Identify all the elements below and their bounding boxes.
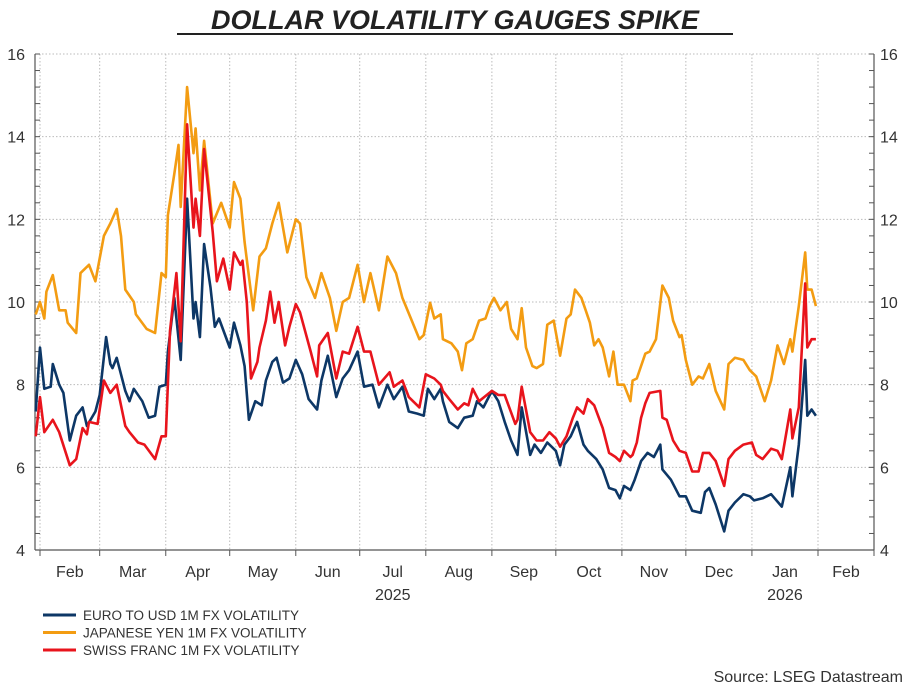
x-tick-label: Oct bbox=[576, 564, 601, 581]
series-line-1 bbox=[34, 85, 818, 411]
y-tick-label-left: 4 bbox=[16, 543, 25, 560]
y-tick-label-right: 16 bbox=[880, 47, 898, 64]
y-tick-label-right: 4 bbox=[880, 543, 889, 560]
x-tick-label: Jan bbox=[772, 564, 798, 581]
x-tick-label: Nov bbox=[640, 564, 668, 581]
x-year-label: 2025 bbox=[375, 587, 411, 604]
y-tick-label-left: 8 bbox=[16, 378, 25, 395]
x-tick-label: Feb bbox=[56, 564, 84, 581]
legend-label: JAPANESE YEN 1M FX VOLATILITY bbox=[83, 626, 307, 641]
y-tick-label-right: 12 bbox=[880, 212, 898, 229]
grid bbox=[35, 53, 874, 550]
x-year-label: 2026 bbox=[767, 587, 803, 604]
x-tick-label: Jul bbox=[383, 564, 403, 581]
axes: 4 4 6 6 8 8 10 10 12 12 14 14 16 16 Feb Mar Apr May Jun Jul… bbox=[7, 47, 898, 604]
chart-title: DOLLAR VOLATILITY GAUGES SPIKE bbox=[211, 5, 700, 35]
source-note: Source: LSEG Datastream bbox=[714, 669, 903, 685]
x-tick-label: Dec bbox=[705, 564, 733, 581]
y-tick-label-left: 10 bbox=[7, 295, 25, 312]
y-tick-label-left: 16 bbox=[7, 47, 25, 64]
y-tick-label-left: 6 bbox=[16, 460, 25, 477]
x-tick-label: Jun bbox=[315, 564, 341, 581]
x-tick-label: Mar bbox=[119, 564, 147, 581]
series-lines bbox=[34, 85, 818, 533]
x-tick-label: Aug bbox=[445, 564, 473, 581]
y-tick-label-left: 12 bbox=[7, 212, 25, 229]
series-line-0 bbox=[34, 197, 817, 533]
legend-label: SWISS FRANC 1M FX VOLATILITY bbox=[83, 643, 300, 658]
y-tick-label-right: 10 bbox=[880, 295, 898, 312]
x-tick-label: May bbox=[248, 564, 278, 581]
y-tick-label-right: 8 bbox=[880, 378, 889, 395]
y-tick-label-left: 14 bbox=[7, 130, 25, 147]
legend-label: EURO TO USD 1M FX VOLATILITY bbox=[83, 608, 299, 623]
x-tick-label: Sep bbox=[510, 564, 539, 581]
legend: EURO TO USD 1M FX VOLATILITY JAPANESE YEN… bbox=[43, 608, 307, 658]
y-tick-label-right: 6 bbox=[880, 460, 889, 477]
series-line-2 bbox=[34, 123, 816, 488]
x-tick-label: Apr bbox=[185, 564, 211, 581]
x-tick-label: Feb bbox=[832, 564, 860, 581]
y-tick-label-right: 14 bbox=[880, 130, 898, 147]
